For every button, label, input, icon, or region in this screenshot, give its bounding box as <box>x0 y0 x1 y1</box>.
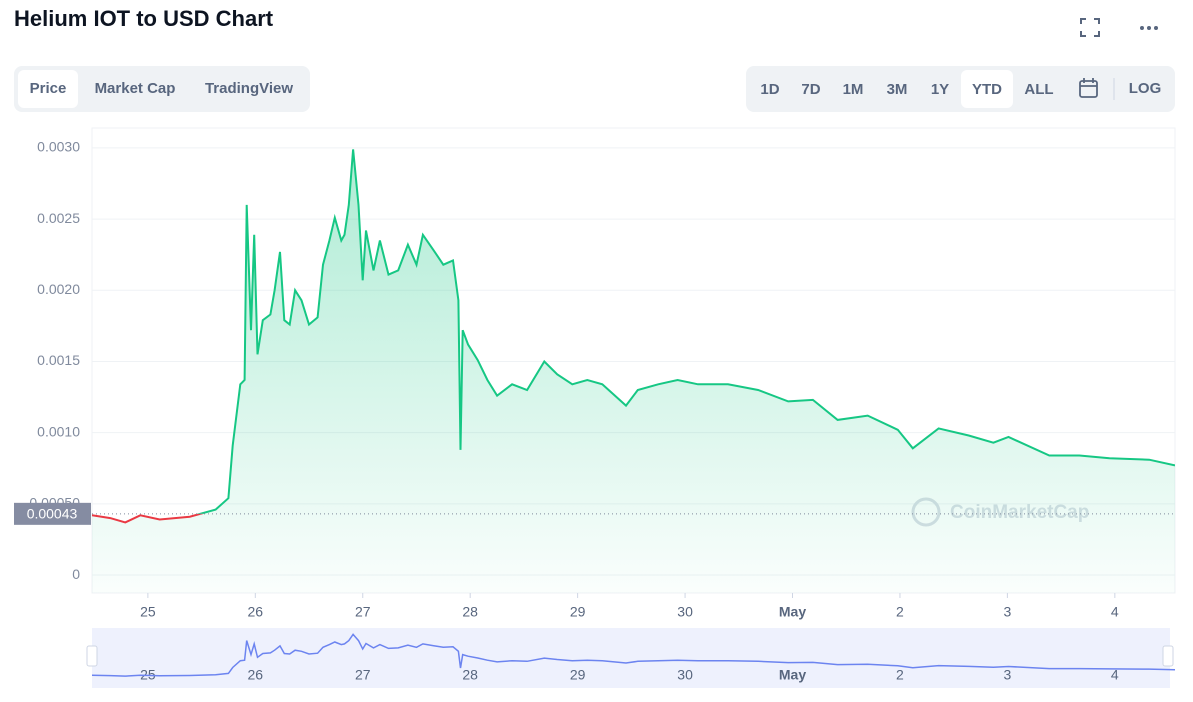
navigator-line <box>91 633 1176 677</box>
y-tick-label: 0.0025 <box>37 210 80 226</box>
tab[interactable]: Market Cap <box>95 80 176 97</box>
navigator-label: 30 <box>677 667 693 683</box>
calendar-icon[interactable] <box>1079 78 1098 98</box>
x-tick-label: May <box>779 604 806 620</box>
x-tick-label: 25 <box>140 604 156 620</box>
tab-group <box>14 66 310 112</box>
price-area <box>92 149 1175 593</box>
navigator-handles[interactable] <box>86 645 1174 667</box>
y-tick-label: 0.0030 <box>37 139 80 155</box>
active-range <box>961 70 1013 108</box>
range-button[interactable]: ALL <box>1024 81 1053 98</box>
current-price-label: 0.00043 <box>27 506 78 522</box>
range-button[interactable]: 3M <box>887 81 908 98</box>
tab[interactable]: Price <box>30 80 67 97</box>
x-tick-label: 3 <box>1003 604 1011 620</box>
navigator-label: 26 <box>248 667 264 683</box>
range-button[interactable]: 1Y <box>931 81 949 98</box>
y-tick-label: 0.0020 <box>37 281 80 297</box>
plot <box>92 149 1175 593</box>
x-tick-label: 28 <box>462 604 478 620</box>
navigator-label: 27 <box>355 667 371 683</box>
x-tick-label: 30 <box>677 604 693 620</box>
range-button[interactable]: 1M <box>843 81 864 98</box>
range-group <box>746 66 1175 112</box>
navigator-label: 2 <box>896 667 904 683</box>
current-price-box <box>14 502 91 525</box>
range-button[interactable]: 7D <box>801 81 820 98</box>
active-tab <box>18 70 78 108</box>
navigator-label: 29 <box>570 667 586 683</box>
price-line <box>196 149 1175 514</box>
range-button[interactable]: YTD <box>972 81 1002 98</box>
navigator-label: 3 <box>1003 667 1011 683</box>
navigator-label: May <box>779 667 806 683</box>
navigator-label: 4 <box>1111 667 1119 683</box>
more-icon[interactable] <box>1140 26 1158 30</box>
navigator[interactable] <box>92 628 1170 688</box>
page-title: Helium IOT to USD Chart <box>14 6 274 31</box>
x-tick-label: 26 <box>248 604 264 620</box>
log-button[interactable]: LOG <box>1129 80 1162 97</box>
x-tick-label: 29 <box>570 604 586 620</box>
y-tick-label: 0.0010 <box>37 423 80 439</box>
fullscreen-icon[interactable] <box>1080 18 1100 37</box>
navigator-label: 25 <box>140 667 156 683</box>
y-tick-label: 0 <box>72 566 80 582</box>
x-tick-label: 27 <box>355 604 371 620</box>
x-tick-label: 4 <box>1111 604 1119 620</box>
y-tick-label: 0.0015 <box>37 352 80 368</box>
tab[interactable]: TradingView <box>205 80 293 97</box>
x-tick-label: 2 <box>896 604 904 620</box>
range-button[interactable]: 1D <box>760 81 779 98</box>
navigator-label: 28 <box>462 667 478 683</box>
